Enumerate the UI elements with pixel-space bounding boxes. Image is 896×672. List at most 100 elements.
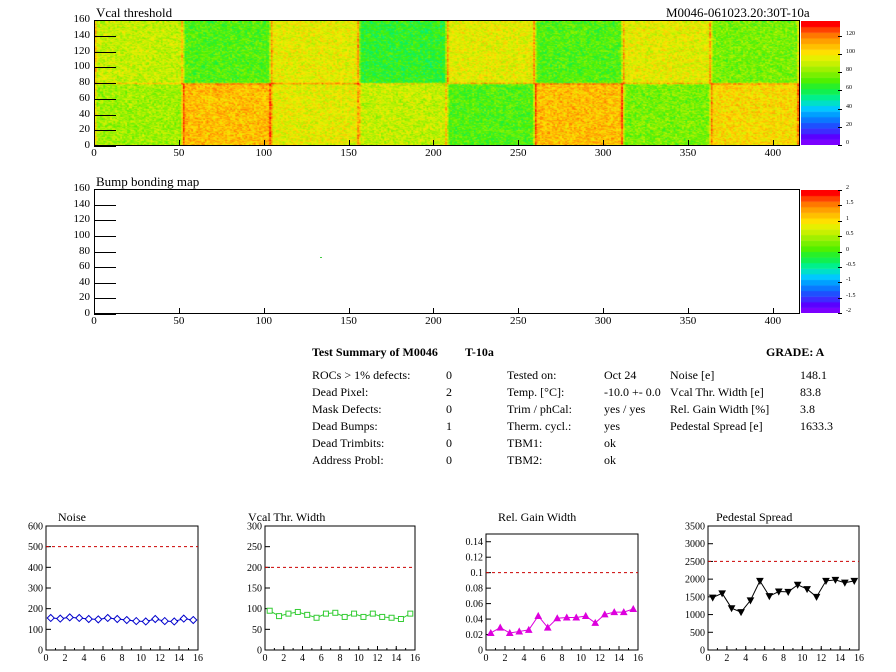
noise-ytick-label: 300 <box>28 584 43 595</box>
pedestal-spread-data-point <box>822 577 830 585</box>
noise-data-point <box>132 616 141 626</box>
bump-xtick-label: 300 <box>594 315 612 327</box>
pedestal-spread-ytick-label: 1500 <box>685 592 705 603</box>
bump-ytick-label: 60 <box>79 260 90 273</box>
vcal-thr-width-xtick-label: 8 <box>338 653 343 664</box>
noise-data-point <box>94 615 103 624</box>
vcal-thr-width-chart-title: Vcal Thr. Width <box>248 510 326 524</box>
pedestal-spread-data-point <box>812 593 821 601</box>
vcal-ytick-label: 60 <box>79 91 90 104</box>
noise-data-point <box>103 613 112 623</box>
noise-data-point <box>189 615 198 625</box>
rel-gain-width-xtick-label: 14 <box>614 653 624 664</box>
noise-data-point <box>56 614 65 623</box>
rel-gain-width-data-point <box>562 613 571 621</box>
bump-xtick-label: 200 <box>425 315 442 327</box>
rel-gain-width-xtick-label: 16 <box>633 653 643 664</box>
vcal-ytick-label: 20 <box>79 123 90 136</box>
vcal-ztick-label: 80 <box>846 67 852 74</box>
noise-data-point <box>160 616 169 626</box>
bump-ytick-label: 40 <box>79 275 90 288</box>
vcal-xtick-label: 50 <box>173 147 185 159</box>
vcal-xtick-label: 150 <box>340 147 357 159</box>
rel-gain-width-data-point <box>619 608 628 616</box>
vcal-xtick-mark <box>94 140 95 146</box>
vcal-thr-width-ytick-label: 100 <box>247 604 262 615</box>
vcal-thr-width-data-point <box>276 613 283 620</box>
rel-gain-width-ytick-label: 0 <box>478 646 483 657</box>
vcal-thr-width-data-point <box>322 610 329 617</box>
defect-label: Dead Bumps: <box>312 419 378 433</box>
pedestal-spread-xtick-label: 16 <box>854 653 864 664</box>
pedestal-spread-chart-title: Pedestal Spread <box>716 510 793 524</box>
bump-ytick-label: 20 <box>79 291 90 304</box>
rel-gain-width-data-point <box>553 614 562 622</box>
vcal-thr-width-ytick-label: 200 <box>247 563 262 574</box>
bump-ztick-mark <box>838 190 842 191</box>
pedestal-spread-xtick-label: 6 <box>762 653 767 664</box>
bump-ztick-label: -2 <box>846 308 851 314</box>
performance-value: 83.8 <box>800 385 821 399</box>
defect-value: 0 <box>446 436 452 450</box>
vcal-ztick-label: 0 <box>846 140 849 146</box>
bump-ytick-mark <box>94 220 116 222</box>
pedestal-spread-ytick-label: 1000 <box>685 610 705 621</box>
vcal-ztick-label: 40 <box>846 103 852 110</box>
vcal-thr-width-xtick-label: 10 <box>354 653 364 664</box>
bump-ztick-mark <box>838 297 842 299</box>
pedestal-spread-ytick-label: 3500 <box>685 522 705 533</box>
rel-gain-width-data-point <box>505 628 514 636</box>
vcal-thr-width-xtick-label: 0 <box>263 653 268 664</box>
bump-ytick-mark <box>94 235 116 237</box>
bump-ztick-label: 1 <box>846 215 849 222</box>
performance-value: 148.1 <box>800 368 827 382</box>
rel-gain-width-data-point <box>534 611 543 619</box>
condition-label: Tested on: <box>507 368 557 382</box>
bump-xtick-mark <box>433 308 435 314</box>
pedestal-spread-data-point <box>774 588 783 596</box>
defect-label: Dead Trimbits: <box>312 436 385 450</box>
noise-xtick-label: 4 <box>82 653 87 664</box>
grade-label: GRADE: A <box>766 345 825 359</box>
noise-data-point <box>141 617 150 626</box>
pedestal-spread-data-point <box>803 586 811 594</box>
pedestal-spread-series-line <box>712 579 855 613</box>
vcal-thr-width-data-point <box>313 614 320 621</box>
vcal-xtick-label: 350 <box>679 147 697 159</box>
noise-data-point <box>122 615 131 625</box>
vcal-ytick-mark <box>94 130 116 132</box>
rel-gain-width-xtick-label: 4 <box>522 653 527 664</box>
bump-xtick-mark <box>772 308 774 314</box>
performance-label: Pedestal Spread [e] <box>670 419 763 433</box>
rel-gain-width-data-point <box>515 627 524 635</box>
condition-label: Trim / phCal: <box>507 402 572 416</box>
pedestal-spread-data-point <box>737 609 745 617</box>
vcal-map-frame <box>94 20 800 146</box>
vcal-thr-width-data-point <box>285 610 292 617</box>
vcal-ztick-mark <box>838 126 842 128</box>
pedestal-spread-chart: 0 2 4 6 8 10 12 14 16 0 500 1000 1500 2000 2500 3000 350… <box>685 522 864 665</box>
rel-gain-width-data-point <box>486 628 495 636</box>
pedestal-spread-data-point <box>727 605 736 613</box>
bump-ztick-mark <box>838 220 842 222</box>
vcal-xtick-mark <box>263 140 265 146</box>
bump-ztick-label: 0.5 <box>846 231 854 238</box>
vcal-ytick-label: 120 <box>73 44 91 57</box>
vcal-thr-width-data-point <box>388 614 395 621</box>
noise-chart-title: Noise <box>58 510 86 524</box>
bump-color-scale <box>801 190 840 313</box>
pedestal-spread-data-point <box>793 581 802 589</box>
rel-gain-width-xtick-label: 12 <box>595 653 605 664</box>
defect-label: Address Probl: <box>312 453 384 467</box>
vcal-thr-width-ytick-label: 300 <box>247 522 262 533</box>
pedestal-spread-data-point <box>784 588 793 596</box>
noise-xtick-label: 16 <box>193 653 203 664</box>
rel-gain-width-data-point <box>581 611 590 619</box>
vcal-ytick-mark <box>94 20 116 21</box>
noise-data-point <box>84 614 93 624</box>
bump-ytick-mark <box>94 189 116 190</box>
rel-gain-width-ytick-label: 0.14 <box>466 537 484 548</box>
pedestal-spread-xtick-label: 4 <box>743 653 748 664</box>
pedestal-spread-xtick-label: 12 <box>816 653 826 664</box>
vcal-ytick-mark <box>94 67 116 69</box>
